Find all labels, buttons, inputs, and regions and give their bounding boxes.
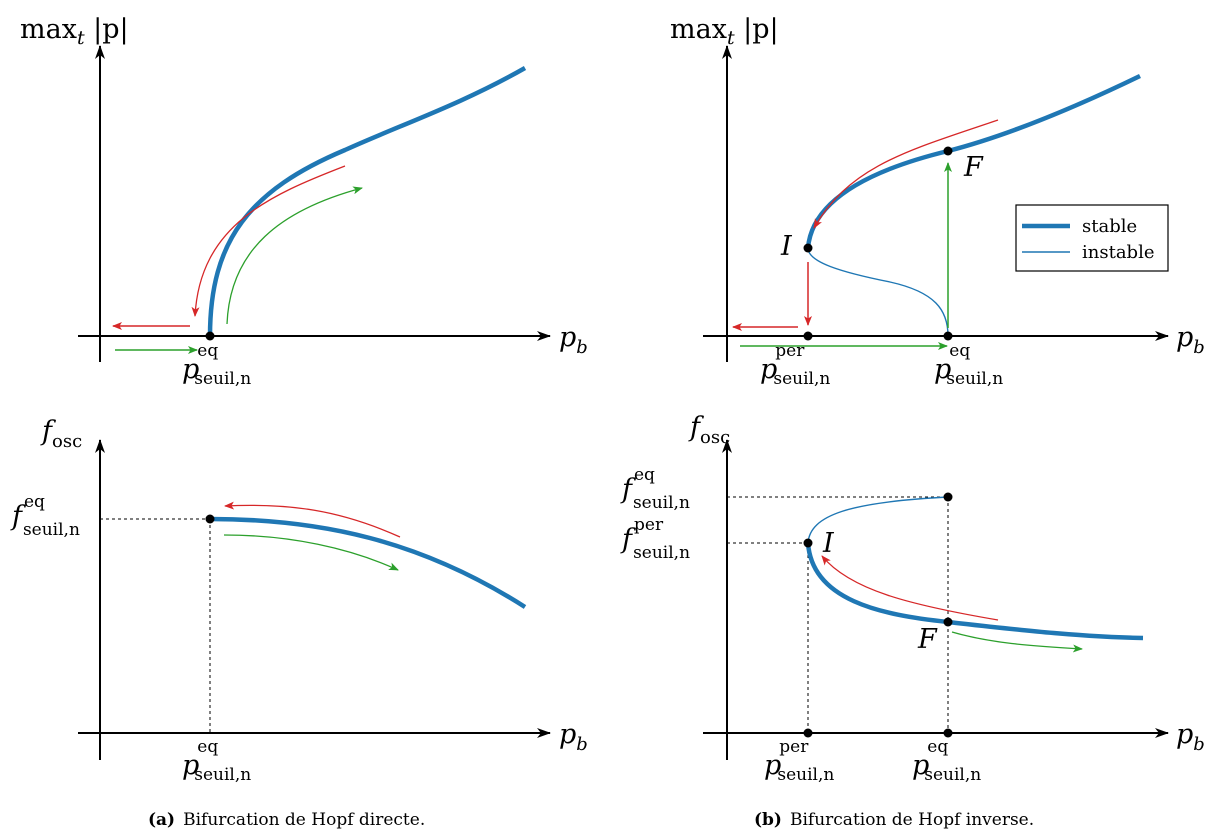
unstable-branch	[807, 247, 949, 337]
green-arrow-right	[223, 534, 399, 571]
red-arrow-left	[224, 501, 401, 538]
legend-instable: instable	[1082, 242, 1154, 263]
panel-b-frequency: fosc pb I F f eq seuil,n f per seuil,n pper s…	[620, 412, 1205, 785]
caption-a: (a) Bifurcation de Hopf directe.	[148, 810, 425, 830]
panel-a-amplitude: maxt |p| pb peq seuil,n	[20, 14, 588, 389]
stable-branch	[805, 542, 1144, 641]
point-I	[803, 538, 813, 548]
p-eq-threshold-label: peq seuil,n	[182, 737, 251, 785]
unstable-branch	[807, 496, 949, 544]
p-eq-threshold-label: peq seuil,n	[912, 737, 981, 785]
f-eq-threshold-label: f eq seuil,n	[10, 492, 80, 540]
y-axis-label: maxt |p|	[20, 14, 129, 49]
f-per-threshold-label: f per seuil,n	[620, 515, 690, 563]
stable-branch	[207, 66, 527, 337]
point-I-label: I	[822, 528, 835, 559]
red-arrow-down-curve	[813, 119, 999, 229]
point-F-label: F	[917, 624, 938, 655]
x-axis-label: pb	[559, 322, 588, 358]
threshold-point-eq-x	[943, 728, 953, 738]
red-arrow-up-curve	[821, 555, 999, 621]
threshold-point-eq	[943, 331, 953, 341]
threshold-point-per-x	[803, 728, 813, 738]
green-arrow-up	[226, 186, 363, 325]
p-per-threshold-label: pper seuil,n	[760, 341, 830, 389]
point-I	[803, 243, 813, 253]
y-axis-label: fosc	[688, 412, 730, 448]
threshold-point-eq-top	[943, 492, 953, 502]
threshold-point	[205, 514, 215, 524]
point-F-label: F	[963, 152, 984, 183]
p-eq-threshold-label: peq seuil,n	[934, 341, 1003, 389]
panel-a-frequency: fosc pb f eq seuil,n peq seuil,n	[10, 416, 588, 785]
point-F	[943, 146, 953, 156]
x-axis-label: pb	[1176, 322, 1205, 358]
f-eq-threshold-label: f eq seuil,n	[620, 465, 690, 513]
p-eq-threshold-label: peq seuil,n	[182, 341, 251, 389]
y-axis-label: fosc	[40, 416, 82, 452]
panel-b-amplitude: maxt |p| pb I F stable instable pper seui…	[670, 14, 1205, 389]
x-axis-label: pb	[1176, 719, 1205, 755]
legend-stable: stable	[1082, 216, 1137, 237]
stable-branch	[209, 516, 527, 609]
threshold-point	[205, 331, 215, 341]
caption-b: (b) Bifurcation de Hopf inverse.	[754, 810, 1034, 830]
point-I-label: I	[780, 231, 793, 262]
x-axis-label: pb	[559, 719, 588, 755]
y-axis-label: maxt |p|	[670, 14, 779, 49]
threshold-point-per	[803, 331, 813, 341]
red-arrow-down	[191, 165, 346, 317]
legend: stable instable	[1015, 204, 1169, 272]
green-arrow-right-curve	[951, 631, 1083, 653]
p-per-threshold-label: pper seuil,n	[764, 737, 834, 785]
point-F	[943, 617, 953, 627]
